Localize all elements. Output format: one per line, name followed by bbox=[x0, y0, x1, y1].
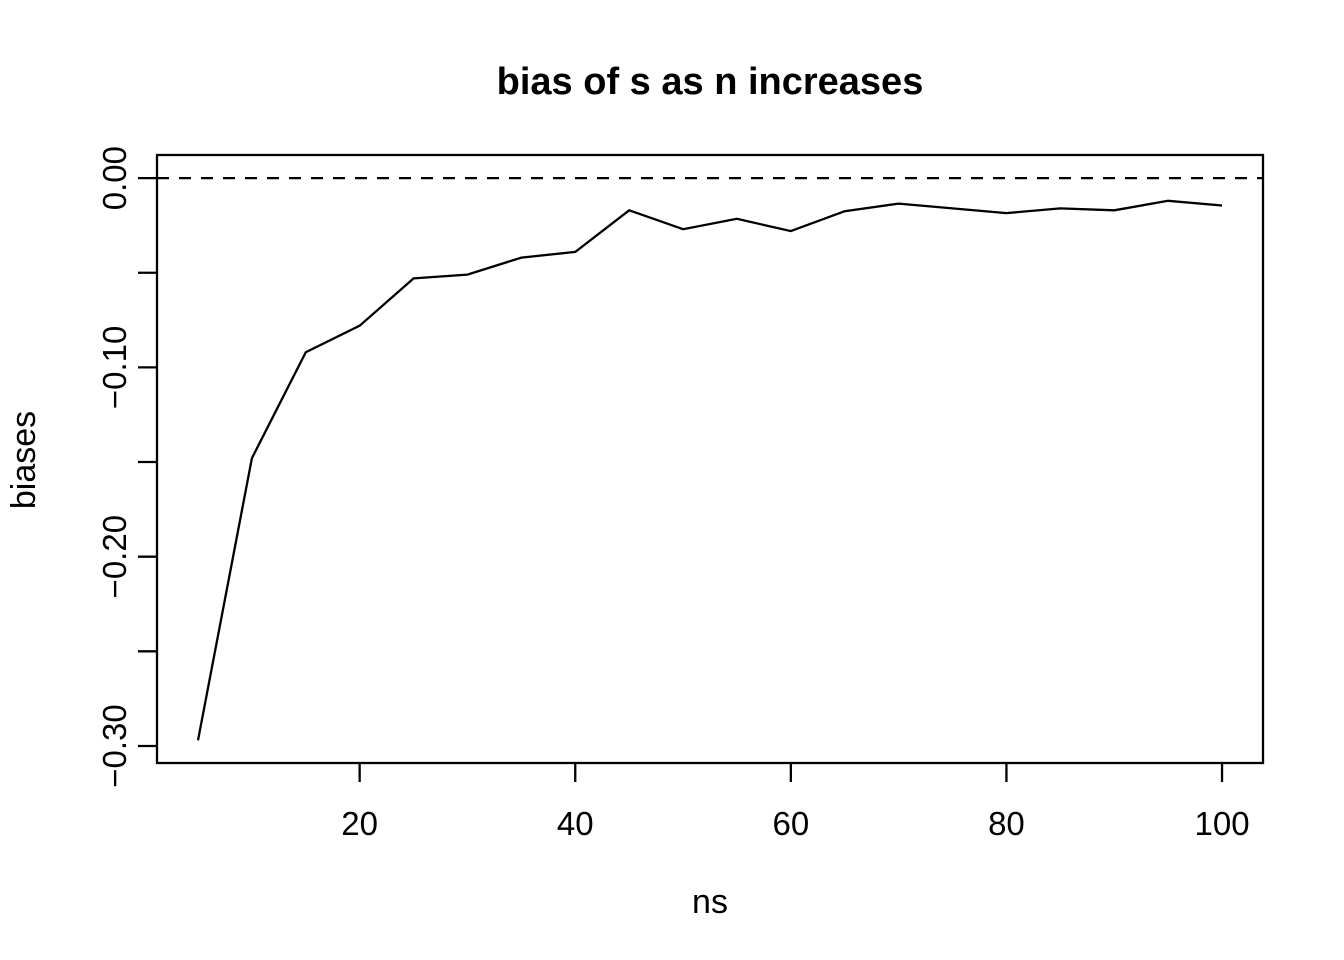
x-tick-label: 80 bbox=[988, 805, 1025, 842]
x-axis: 20 40 60 80 100 bbox=[341, 763, 1250, 842]
y-tick-label: −0.10 bbox=[96, 326, 133, 410]
chart-title: bias of s as n increases bbox=[497, 61, 924, 103]
y-axis: 0.00 −0.10 −0.20 −0.30 bbox=[96, 146, 157, 788]
x-tick-label: 100 bbox=[1195, 805, 1250, 842]
bias-line bbox=[196, 199, 1223, 741]
y-tick-label: −0.30 bbox=[96, 704, 133, 788]
x-tick-label: 60 bbox=[772, 805, 809, 842]
y-tick-label: 0.00 bbox=[96, 146, 133, 210]
y-tick-label: −0.20 bbox=[96, 515, 133, 599]
x-tick-label: 20 bbox=[341, 805, 378, 842]
plot-frame bbox=[155, 153, 1265, 765]
x-tick-label: 40 bbox=[557, 805, 594, 842]
y-axis-label: biases bbox=[5, 411, 43, 509]
x-axis-label: ns bbox=[692, 883, 728, 921]
